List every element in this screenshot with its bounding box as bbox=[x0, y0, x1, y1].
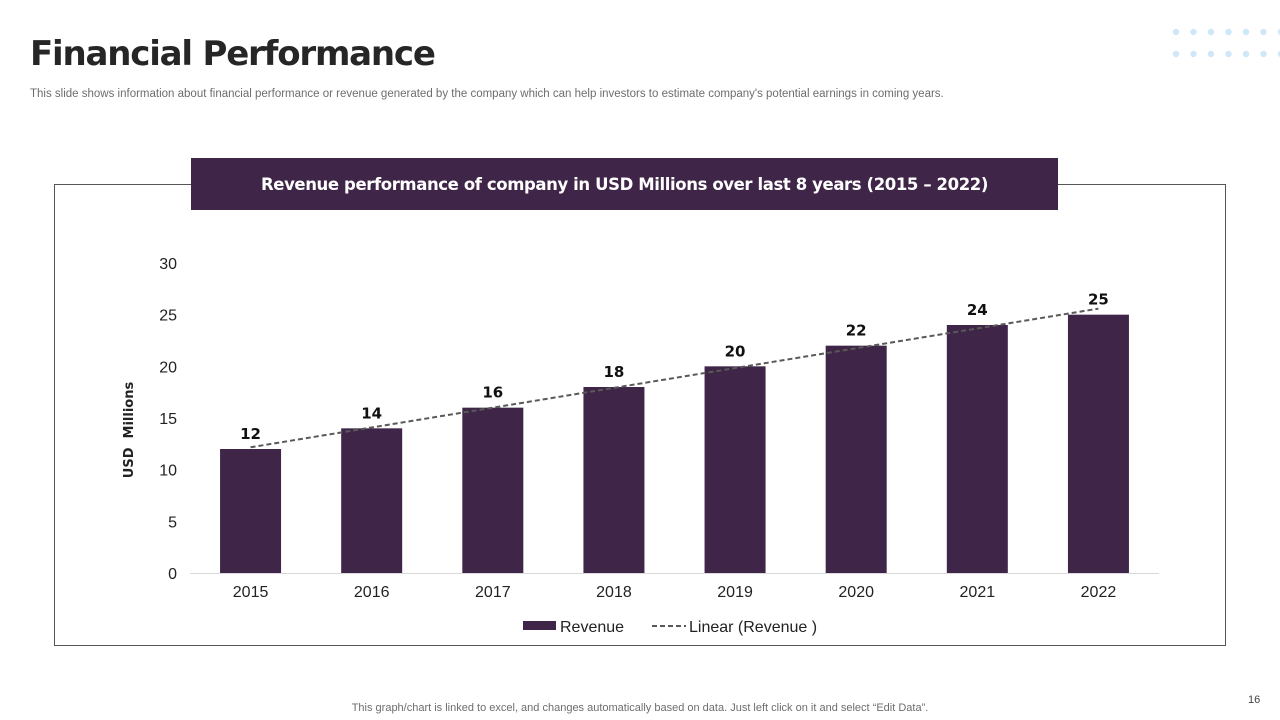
decorative-dot bbox=[1242, 50, 1250, 58]
decorative-dot bbox=[1172, 28, 1180, 36]
decorative-dot bbox=[1190, 28, 1197, 36]
x-tick-label: 2018 bbox=[596, 584, 632, 601]
bar-2020 bbox=[825, 345, 887, 573]
page-title: Financial Performance bbox=[30, 34, 436, 74]
x-tick-label: 2017 bbox=[475, 584, 511, 601]
bar-2021 bbox=[946, 325, 1008, 573]
bar-2016 bbox=[341, 428, 403, 573]
data-label-2015: 12 bbox=[240, 425, 261, 443]
x-tick-label: 2020 bbox=[838, 584, 874, 601]
bar-2022 bbox=[1067, 314, 1129, 573]
decorative-dot bbox=[1277, 50, 1280, 58]
y-axis-title: USD Millions bbox=[122, 382, 137, 479]
y-tick-label: 5 bbox=[168, 514, 177, 531]
x-tick-label: 2021 bbox=[960, 584, 996, 601]
decorative-dot bbox=[1277, 28, 1280, 36]
legend-label-revenue: Revenue bbox=[560, 619, 624, 636]
decorative-dot bbox=[1260, 28, 1267, 36]
x-tick-label: 2022 bbox=[1081, 584, 1117, 601]
chart-title-banner: Revenue performance of company in USD Mi… bbox=[191, 158, 1058, 210]
data-label-2018: 18 bbox=[604, 363, 625, 381]
y-tick-label: 30 bbox=[159, 256, 177, 273]
decorative-dot bbox=[1207, 50, 1215, 58]
x-tick-label: 2015 bbox=[233, 584, 269, 601]
decorative-dot bbox=[1172, 50, 1180, 58]
bar-2019 bbox=[704, 366, 766, 573]
legend-label-trendline: Linear (Revenue ) bbox=[689, 619, 817, 636]
decorative-dot bbox=[1242, 28, 1250, 36]
bar-2018 bbox=[583, 387, 645, 573]
trendline bbox=[250, 307, 1099, 449]
page-subtitle: This slide shows information about finan… bbox=[30, 88, 944, 100]
legend-swatch-revenue bbox=[523, 621, 556, 630]
data-label-2022: 25 bbox=[1088, 291, 1109, 309]
decorative-dot bbox=[1225, 50, 1232, 58]
data-label-2020: 22 bbox=[846, 322, 867, 340]
data-label-2016: 14 bbox=[361, 404, 382, 422]
bar-2015 bbox=[220, 449, 282, 573]
y-tick-label: 15 bbox=[159, 411, 177, 428]
y-tick-label: 20 bbox=[159, 359, 177, 376]
bar-2017 bbox=[462, 407, 524, 573]
decorative-dot bbox=[1190, 50, 1197, 58]
decorative-dot bbox=[1225, 28, 1232, 36]
data-label-2017: 16 bbox=[482, 384, 503, 402]
decorative-dot bbox=[1207, 28, 1215, 36]
decorative-dots bbox=[1172, 28, 1280, 58]
y-tick-label: 10 bbox=[159, 463, 177, 480]
x-tick-label: 2016 bbox=[354, 584, 390, 601]
y-tick-label: 25 bbox=[159, 308, 177, 325]
data-label-2021: 24 bbox=[967, 301, 988, 319]
decorative-dot bbox=[1260, 50, 1267, 58]
page-number: 16 bbox=[1248, 694, 1261, 706]
y-tick-label: 0 bbox=[168, 566, 177, 583]
data-label-2019: 20 bbox=[725, 342, 746, 360]
footer-note: This graph/chart is linked to excel, and… bbox=[351, 702, 929, 714]
x-tick-label: 2019 bbox=[717, 584, 753, 601]
